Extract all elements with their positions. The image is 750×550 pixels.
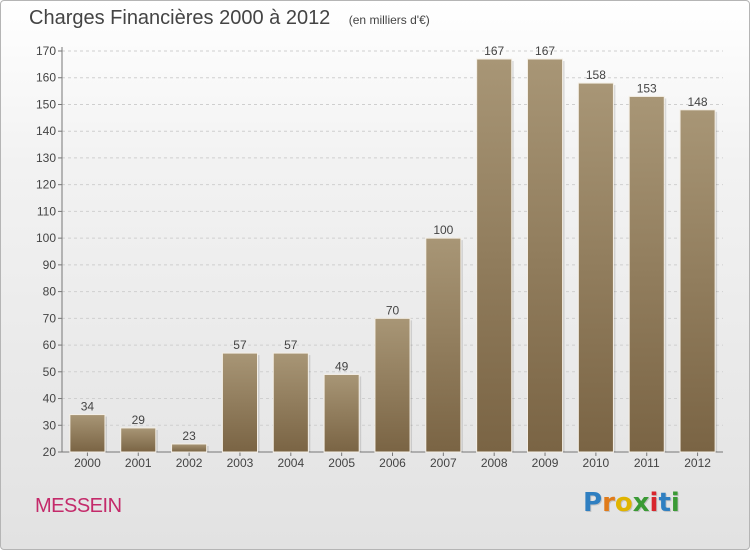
logo-letter: t [658, 488, 671, 518]
data-label: 23 [182, 429, 196, 443]
y-tick-label: 150 [36, 97, 56, 111]
bar [425, 237, 462, 453]
bar [679, 109, 716, 453]
y-tick-label: 110 [37, 204, 56, 218]
logo-letter: i [649, 488, 659, 518]
y-tick-label: 90 [43, 258, 57, 272]
bars [69, 58, 718, 453]
bar [221, 352, 259, 453]
y-tick-label: 120 [36, 178, 56, 192]
x-tick-label: 2009 [532, 456, 559, 470]
x-tick-label: 2001 [125, 456, 152, 470]
logo-letter: x [632, 488, 650, 518]
data-label: 29 [132, 413, 146, 427]
data-labels: 34 29 23 57 57 49 70 100 167 167 158 153 148 [81, 44, 708, 443]
y-tick-label: 50 [43, 365, 57, 379]
data-label: 100 [433, 223, 453, 237]
x-tick-label: 2000 [74, 456, 101, 470]
x-tick-label: 2004 [277, 456, 304, 470]
bar [272, 352, 309, 453]
y-tick-label: 80 [43, 285, 57, 299]
x-tick-label: 2003 [227, 456, 254, 470]
logo-letter: i [670, 488, 680, 518]
data-label: 34 [81, 400, 95, 414]
y-tick-label: 100 [36, 231, 56, 245]
logo-letter: r [602, 488, 615, 518]
bar [69, 414, 106, 453]
data-label: 148 [688, 95, 708, 109]
x-tick-label: 2006 [379, 456, 406, 470]
data-label: 70 [386, 303, 400, 317]
commune-name: MESSEIN [35, 495, 122, 517]
x-tick-label: 2007 [430, 456, 457, 470]
x-tick-label: 2008 [481, 456, 508, 470]
logo-letter: o [614, 488, 633, 518]
data-label: 57 [233, 338, 247, 352]
title-row: Charges Financières 2000 à 2012 (en mill… [29, 7, 430, 30]
y-tick-label: 130 [36, 151, 56, 165]
bar [374, 317, 411, 453]
bar [476, 58, 513, 453]
chart-title: Charges Financières 2000 à 2012 [29, 7, 331, 29]
axes: 20 30 40 50 60 70 80 90 100 110 120 130 140 150 160 170… [36, 44, 723, 470]
bar [526, 58, 564, 453]
bar [323, 373, 360, 453]
y-tick-label: 40 [43, 392, 57, 406]
data-label: 153 [637, 81, 657, 95]
bar [120, 427, 157, 453]
bar [577, 82, 614, 453]
data-label: 158 [586, 68, 606, 82]
y-tick-label: 160 [36, 71, 56, 85]
proxiti-logo[interactable]: Proxiti [583, 488, 680, 518]
y-tick-label: 20 [43, 445, 57, 459]
data-label: 49 [335, 359, 349, 373]
x-tick-label: 2002 [176, 456, 203, 470]
x-tick-label: 2012 [684, 456, 711, 470]
logo-letter: P [583, 488, 603, 518]
y-tick-label: 140 [36, 124, 56, 138]
x-tick-label: 2011 [634, 456, 660, 470]
y-tick-label: 30 [43, 418, 57, 432]
data-label: 167 [484, 44, 504, 58]
data-label: 57 [284, 338, 298, 352]
y-tick-label: 70 [43, 311, 57, 325]
x-tick-label: 2005 [328, 456, 355, 470]
bar [171, 443, 208, 453]
x-tick-label: 2010 [583, 456, 610, 470]
data-label: 167 [535, 44, 555, 58]
bar [628, 95, 665, 453]
y-tick-label: 60 [43, 338, 57, 352]
y-tick-label: 170 [36, 44, 56, 58]
chart-subtitle: (en milliers d'€) [348, 13, 430, 27]
